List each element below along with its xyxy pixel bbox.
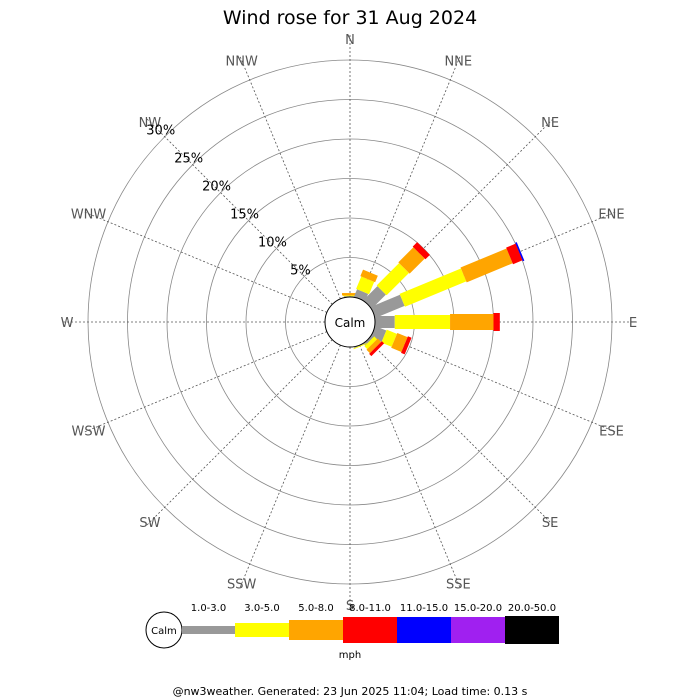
wind-bar-e-bin-2: [394, 315, 451, 329]
legend-bin-label-5: 11.0-15.0: [400, 603, 448, 614]
radial-tick-label: 20%: [202, 180, 231, 195]
legend-swatch-7: [505, 616, 559, 644]
radial-tick-label: 5%: [290, 263, 311, 278]
legend-bin-label-2: 3.0-5.0: [244, 603, 279, 614]
direction-label-nne: NNE: [444, 55, 472, 70]
calm-circle: [324, 296, 376, 348]
direction-label-e: E: [629, 316, 637, 331]
wind-bar-ese-bin-4: [401, 336, 412, 355]
legend-bin-label-7: 20.0-50.0: [508, 603, 556, 614]
wind-bar-se-bin-2: [364, 336, 378, 350]
calm-label: Calm: [335, 316, 366, 330]
direction-label-n: N: [345, 33, 355, 48]
direction-label-s: S: [346, 599, 354, 614]
wind-bar-ese-bin-2: [381, 329, 397, 347]
wind-bars: [342, 242, 525, 357]
wind-bar-ne-bin-2: [376, 263, 409, 296]
direction-label-ese: ESE: [599, 424, 624, 439]
legend-calm-label: Calm: [151, 626, 177, 637]
legend-swatch-1: [182, 626, 235, 634]
direction-label-ssw: SSW: [227, 577, 257, 592]
wind-bar-ene-bin-5: [515, 242, 525, 262]
wind-bar-ne-bin-3: [398, 247, 425, 274]
wind-bar-ese-bin-3: [391, 332, 408, 352]
calm-center: Calm: [324, 296, 376, 348]
chart-title: Wind rose for 31 Aug 2024: [223, 7, 477, 29]
direction-label-w: W: [61, 316, 74, 331]
wind-bar-se-bin-1: [363, 335, 374, 346]
wind-bar-ne-bin-4: [412, 242, 430, 260]
legend-unit-label: mph: [339, 650, 361, 661]
radial-tick-label: 15%: [230, 208, 259, 223]
wind-bar-nne-bin-1: [354, 289, 369, 302]
wind-bar-sse-bin-2: [353, 343, 367, 350]
legend-bin-label-6: 15.0-20.0: [454, 603, 502, 614]
wind-bar-se-bin-3: [366, 338, 382, 354]
legend-swatch-4: [343, 617, 397, 643]
wind-bar-e-bin-3: [450, 314, 494, 330]
wind-bar-nne-bin-3: [360, 269, 378, 283]
direction-label-sse: SSE: [446, 577, 471, 592]
axis-labels: N NNE NE ENE E ESE SE SSE S SSW SW WSW W WNW NW NNW 5%10…: [61, 33, 638, 614]
wind-bar-se-bin-4: [369, 341, 385, 357]
direction-label-wsw: WSW: [72, 424, 106, 439]
wind-bar-nne-bin-2: [356, 276, 375, 295]
legend-bin-label-3: 5.0-8.0: [298, 603, 333, 614]
direction-label-se: SE: [542, 516, 558, 531]
wind-bar-ene-bin-3: [460, 248, 513, 283]
legend-swatch-2: [235, 623, 289, 637]
legend-swatch-3: [289, 620, 343, 640]
wind-bar-n-bin-2: [343, 295, 357, 297]
legend-bin-label-4: 8.0-11.0: [349, 603, 391, 614]
wind-bar-ne-bin-1: [363, 286, 386, 309]
direction-label-ne: NE: [541, 116, 559, 131]
wind-bar-ene-bin-4: [506, 243, 523, 265]
direction-label-sw: SW: [139, 516, 160, 531]
wind-bar-ene-bin-1: [370, 294, 405, 318]
direction-label-wnw: WNW: [71, 208, 107, 223]
wind-bar-e-bin-4: [493, 313, 500, 331]
direction-label-ene: ENE: [598, 208, 624, 223]
direction-label-nnw: NNW: [226, 55, 258, 70]
radial-tick-label: 25%: [174, 152, 203, 167]
speed-legend: Calm 1.0-3.0 3.0-5.0 5.0-8.0 8.0-11.0 11.0-15…: [145, 603, 559, 661]
direction-label-nw: NW: [139, 116, 162, 131]
legend-bin-label-1: 1.0-3.0: [191, 603, 226, 614]
legend-swatch-5: [397, 617, 451, 643]
wind-bar-n-bin-3: [342, 293, 358, 296]
legend-swatch-6: [451, 617, 505, 643]
radial-tick-label: 30%: [146, 124, 175, 139]
footer-text: @nw3weather. Generated: 23 Jun 2025 11:0…: [173, 685, 528, 698]
wind-bar-e-bin-1: [375, 316, 395, 328]
wind-bar-ene-bin-2: [399, 268, 467, 307]
radial-tick-label: 10%: [258, 235, 287, 250]
